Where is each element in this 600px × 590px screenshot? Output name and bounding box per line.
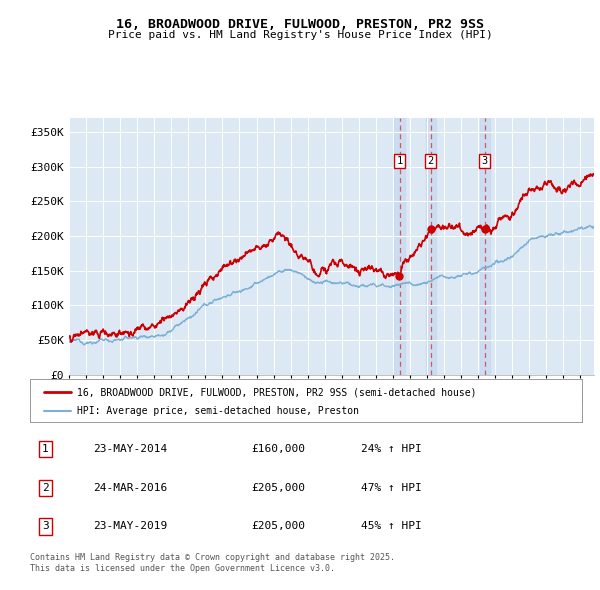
Text: £205,000: £205,000 xyxy=(251,483,305,493)
Text: 45% ↑ HPI: 45% ↑ HPI xyxy=(361,522,422,532)
Text: 2: 2 xyxy=(428,156,434,166)
Text: Contains HM Land Registry data © Crown copyright and database right 2025.
This d: Contains HM Land Registry data © Crown c… xyxy=(30,553,395,573)
Text: £205,000: £205,000 xyxy=(251,522,305,532)
Text: 16, BROADWOOD DRIVE, FULWOOD, PRESTON, PR2 9SS (semi-detached house): 16, BROADWOOD DRIVE, FULWOOD, PRESTON, P… xyxy=(77,387,476,397)
Bar xyxy=(479,118,490,375)
Text: 23-MAY-2019: 23-MAY-2019 xyxy=(94,522,168,532)
Text: Price paid vs. HM Land Registry's House Price Index (HPI): Price paid vs. HM Land Registry's House … xyxy=(107,30,493,40)
Text: 3: 3 xyxy=(482,156,488,166)
Text: 2: 2 xyxy=(42,483,49,493)
Text: 24% ↑ HPI: 24% ↑ HPI xyxy=(361,444,422,454)
Text: £160,000: £160,000 xyxy=(251,444,305,454)
Text: HPI: Average price, semi-detached house, Preston: HPI: Average price, semi-detached house,… xyxy=(77,407,359,416)
Text: 23-MAY-2014: 23-MAY-2014 xyxy=(94,444,168,454)
Bar xyxy=(426,118,436,375)
Text: 47% ↑ HPI: 47% ↑ HPI xyxy=(361,483,422,493)
Text: 1: 1 xyxy=(397,156,403,166)
Bar xyxy=(394,118,404,375)
Text: 1: 1 xyxy=(42,444,49,454)
Text: 16, BROADWOOD DRIVE, FULWOOD, PRESTON, PR2 9SS: 16, BROADWOOD DRIVE, FULWOOD, PRESTON, P… xyxy=(116,18,484,31)
Text: 3: 3 xyxy=(42,522,49,532)
Text: 24-MAR-2016: 24-MAR-2016 xyxy=(94,483,168,493)
